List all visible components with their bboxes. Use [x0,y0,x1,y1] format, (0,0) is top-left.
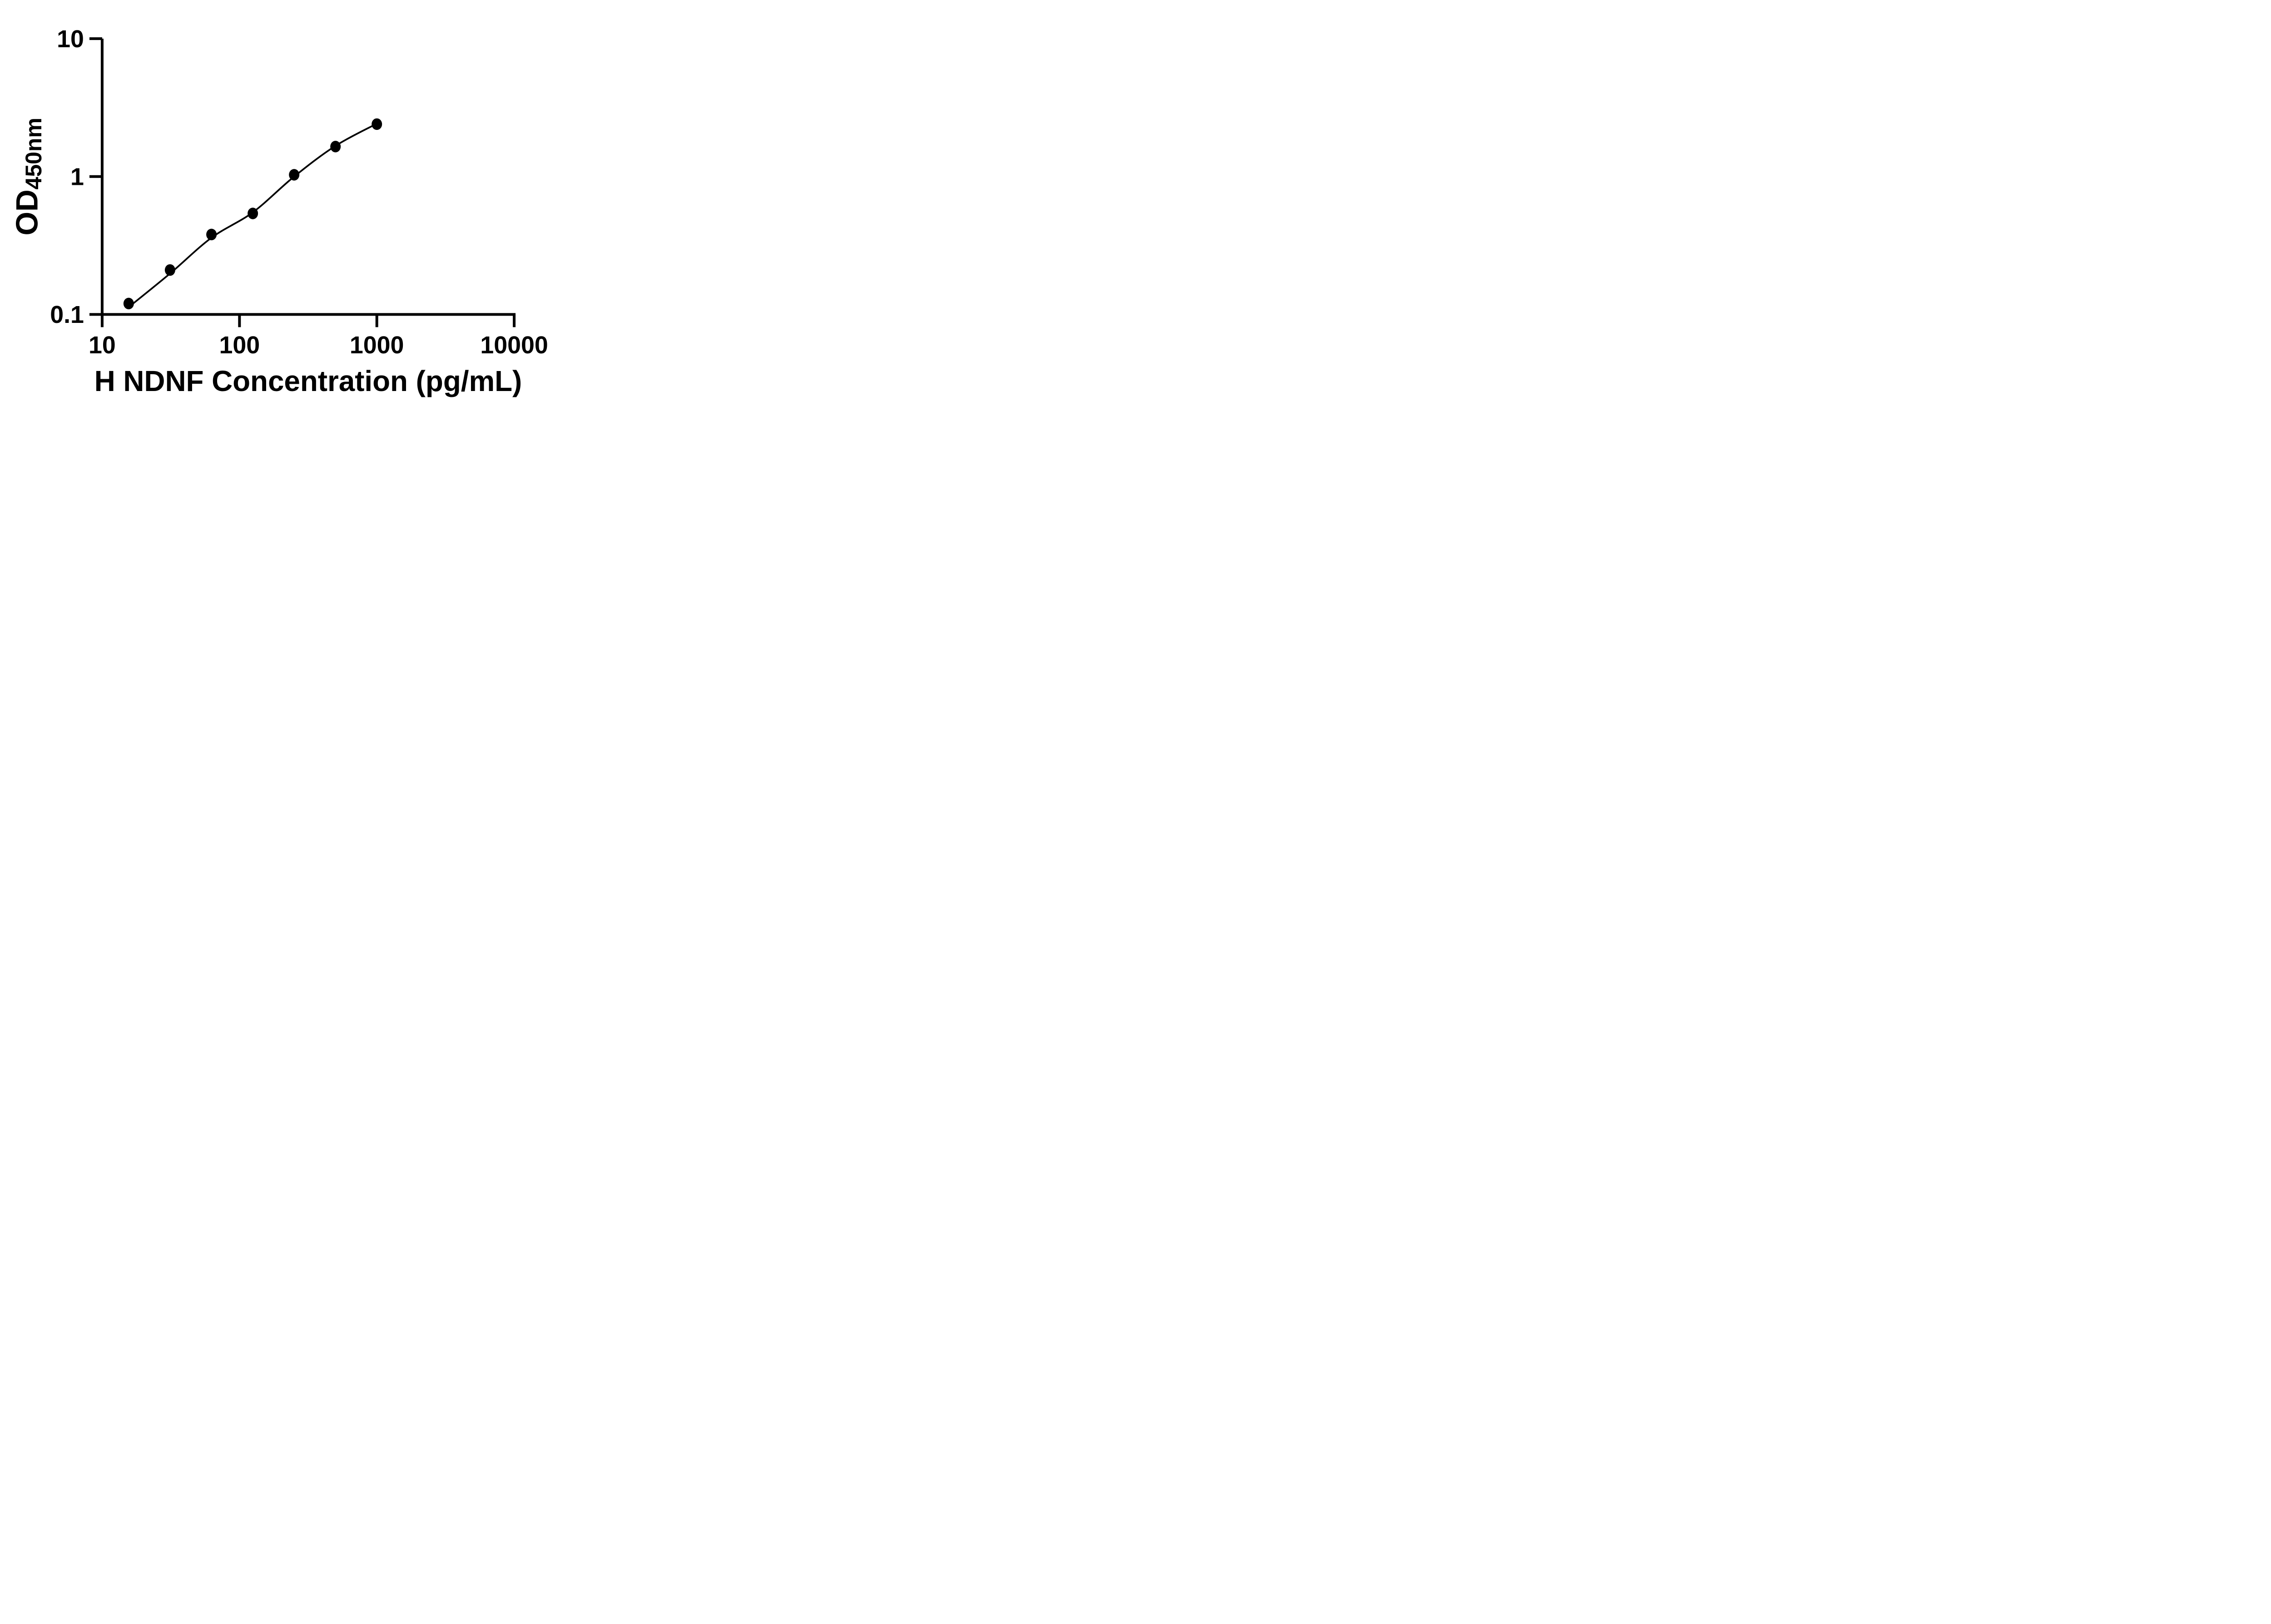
data-point [289,169,300,181]
x-tick-label: 10 [89,332,116,359]
data-point [123,297,134,310]
x-axis-title: H NDNF Concentration (pg/mL) [94,365,522,397]
data-point [206,228,217,241]
y-axis-title: OD450nm [10,118,46,236]
data-point [248,208,258,219]
y-axis-title-main: OD [10,189,44,235]
y-tick-label: 0.1 [50,301,84,328]
y-tick-label: 10 [57,25,84,53]
y-axis-title-subscript: 450nm [21,118,46,189]
x-tick-label: 100 [219,332,260,359]
data-point [372,118,382,130]
y-tick-label: 1 [70,163,84,191]
data-point [164,264,175,276]
data-point [330,140,341,153]
x-tick-label: 1000 [350,332,404,359]
elisa-standard-curve-figure: 10 1 0.1 10 100 1000 10000 H NDNF Concentration… [0,0,575,406]
x-tick-label: 10000 [480,332,548,359]
